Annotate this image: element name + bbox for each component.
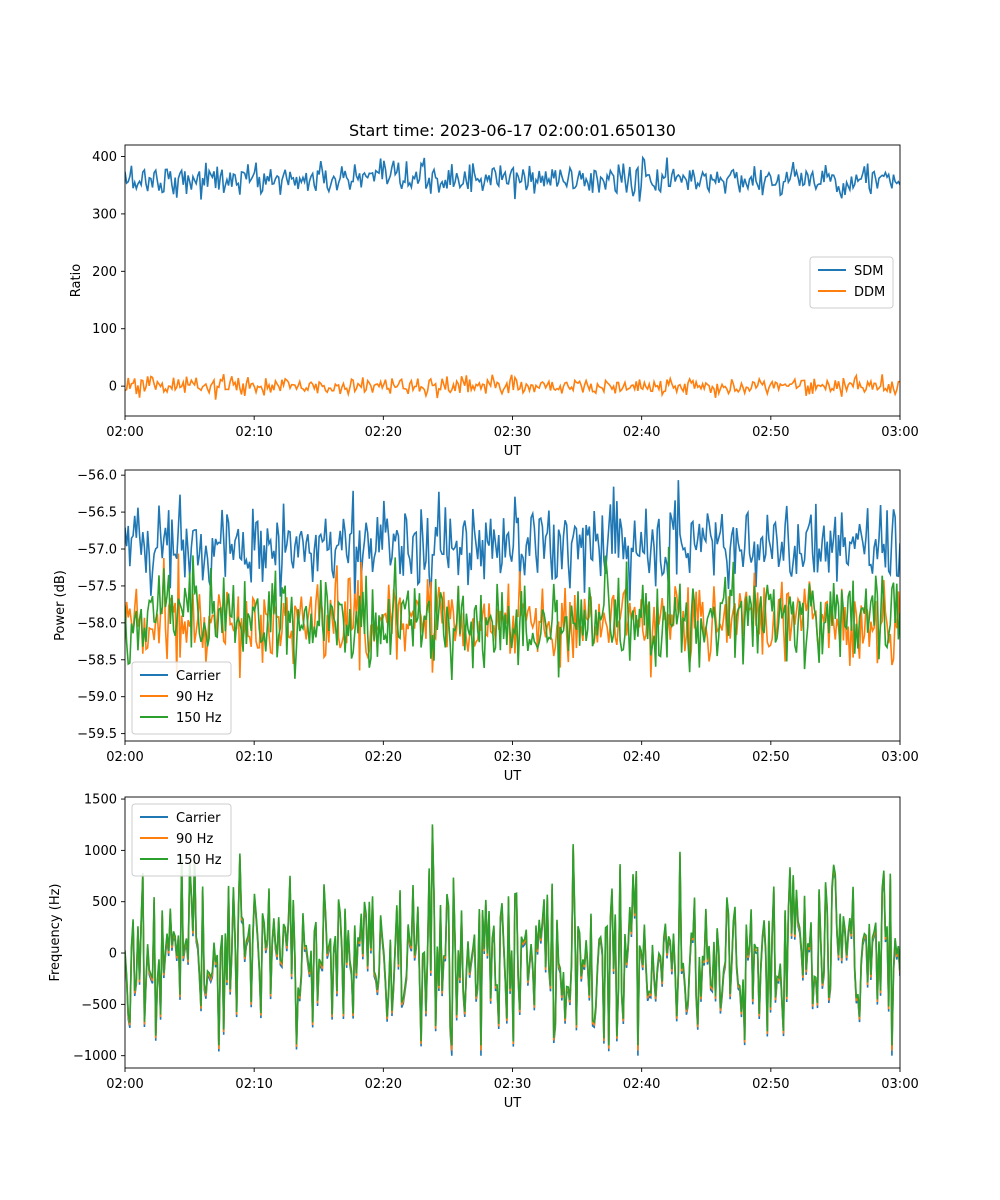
x-tick-label: 02:40	[623, 1077, 660, 1092]
x-axis-label: UT	[504, 1096, 522, 1111]
x-tick-label: 02:50	[752, 425, 789, 440]
y-tick-label: −56.5	[77, 506, 117, 521]
series-line-carrier	[125, 480, 900, 601]
y-tick-label: −500	[81, 998, 117, 1013]
y-tick-label: 1000	[84, 844, 117, 859]
x-axis-label: UT	[504, 769, 522, 784]
x-tick-label: 02:20	[365, 750, 402, 765]
x-tick-label: 02:50	[752, 1077, 789, 1092]
chart-panel-3: 02:00 02:10 02:20 02:30 02:40 02:50 03:00 UT −10…	[48, 793, 919, 1111]
y-tick-label: −1000	[73, 1049, 117, 1064]
chart-panel-1: 02:00 02:10 02:20 02:30 02:40 02:50 03:00 UT 0 10…	[69, 144, 919, 459]
legend-label: 90 Hz	[176, 832, 213, 847]
chart-panel-2: 02:00 02:10 02:20 02:30 02:40 02:50 03:00 UT −56…	[53, 469, 919, 784]
legend: Carrier 90 Hz 150 Hz	[131, 803, 232, 877]
legend-label: Carrier	[176, 669, 221, 684]
x-tick-label: 03:00	[881, 750, 918, 765]
series-line-ddm	[125, 373, 900, 400]
y-tick-label: 0	[109, 947, 117, 962]
legend: Carrier 90 Hz 150 Hz	[131, 661, 232, 735]
x-tick-label: 02:30	[494, 1077, 531, 1092]
x-tick-label: 02:00	[106, 1077, 143, 1092]
legend-label: DDM	[854, 285, 885, 300]
y-axis-label: Ratio	[69, 264, 84, 297]
x-tick-label: 02:40	[623, 425, 660, 440]
x-tick-label: 03:00	[881, 1077, 918, 1092]
legend-label: 150 Hz	[176, 711, 222, 726]
x-tick-label: 02:20	[365, 1077, 402, 1092]
x-axis-label: UT	[504, 444, 522, 459]
figure-title: Start time: 2023-06-17 02:00:01.650130	[349, 121, 676, 140]
x-tick-label: 02:50	[752, 750, 789, 765]
x-tick-label: 02:10	[235, 425, 272, 440]
y-axis-label: Power (dB)	[53, 570, 68, 641]
series-line-90-hz	[125, 553, 900, 678]
y-tick-label: −57.5	[77, 579, 117, 594]
x-tick-label: 03:00	[881, 425, 918, 440]
x-tick-label: 02:10	[235, 750, 272, 765]
y-tick-label: 1500	[84, 793, 117, 808]
series-line-150-hz	[125, 546, 900, 681]
y-tick-label: 500	[92, 895, 117, 910]
x-tick-label: 02:40	[623, 750, 660, 765]
series-line-sdm	[125, 155, 900, 202]
x-tick-label: 02:20	[365, 425, 402, 440]
y-tick-label: −58.0	[77, 616, 117, 631]
x-tick-label: 02:30	[494, 425, 531, 440]
x-tick-label: 02:00	[106, 425, 143, 440]
y-tick-label: −57.0	[77, 543, 117, 558]
y-tick-label: −59.0	[77, 690, 117, 705]
y-tick-label: 400	[92, 150, 117, 165]
y-tick-label: 200	[92, 265, 117, 280]
legend-label: 150 Hz	[176, 853, 222, 868]
y-tick-label: 300	[92, 207, 117, 222]
series-line-150-hz	[125, 824, 900, 1046]
legend: SDM DDM	[809, 256, 894, 309]
y-tick-label: −59.5	[77, 727, 117, 742]
legend-label: Carrier	[176, 811, 221, 826]
y-tick-label: 100	[92, 322, 117, 337]
y-tick-label: 0	[109, 380, 117, 395]
y-axis-label: Frequency (Hz)	[48, 883, 63, 981]
x-tick-label: 02:30	[494, 750, 531, 765]
legend-label: SDM	[854, 264, 883, 279]
x-tick-label: 02:00	[106, 750, 143, 765]
y-tick-label: −58.5	[77, 653, 117, 668]
y-tick-label: −56.0	[77, 469, 117, 484]
legend-label: 90 Hz	[176, 690, 213, 705]
x-tick-label: 02:10	[235, 1077, 272, 1092]
